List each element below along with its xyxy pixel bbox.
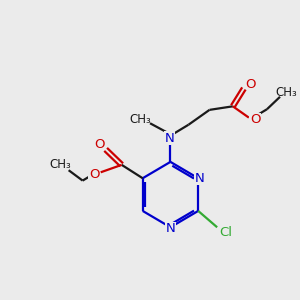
Text: Cl: Cl bbox=[219, 226, 232, 239]
Text: N: N bbox=[195, 172, 205, 185]
Text: CH₃: CH₃ bbox=[276, 85, 297, 98]
Text: O: O bbox=[89, 168, 100, 181]
Text: O: O bbox=[245, 78, 256, 92]
Text: N: N bbox=[165, 132, 175, 145]
Text: N: N bbox=[166, 222, 175, 235]
Text: O: O bbox=[94, 138, 104, 151]
Text: CH₃: CH₃ bbox=[50, 158, 71, 171]
Text: CH₃: CH₃ bbox=[129, 113, 151, 126]
Text: O: O bbox=[250, 113, 260, 127]
